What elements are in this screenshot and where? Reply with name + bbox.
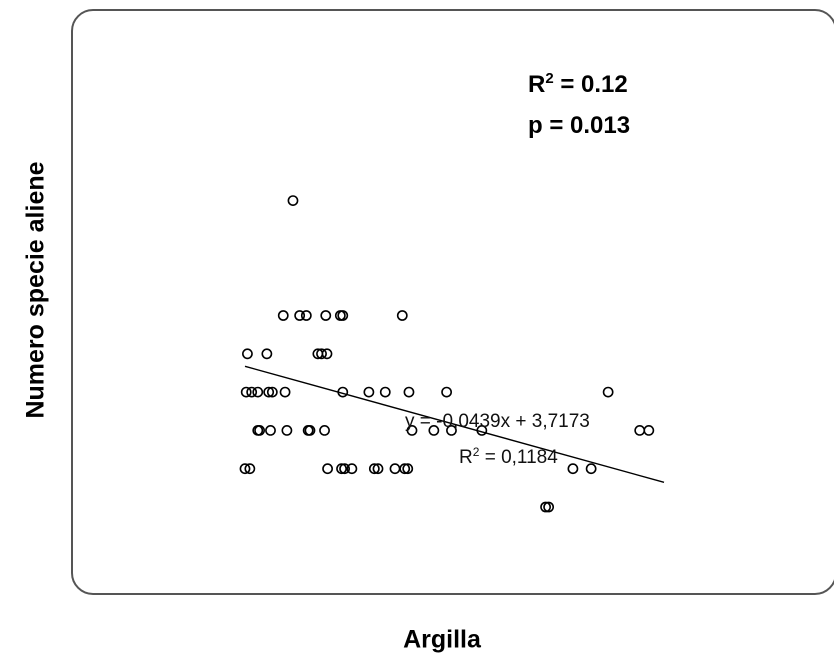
data-point-28 (281, 424, 293, 436)
data-point-8 (242, 348, 253, 360)
data-point-34 (446, 424, 457, 436)
r-squared-symbol: R (528, 71, 546, 98)
trendline-r-symbol: R (459, 447, 473, 468)
data-point-9 (261, 348, 273, 360)
data-point-38 (239, 463, 251, 475)
data-point-3 (300, 310, 312, 321)
data-point-11 (316, 348, 327, 360)
data-point-32 (406, 424, 418, 436)
data-point-46 (389, 463, 401, 475)
data-point-21 (379, 386, 391, 398)
data-point-1 (277, 310, 289, 321)
data-point-52 (543, 501, 555, 513)
data-point-7 (396, 310, 408, 321)
trendline (244, 365, 665, 483)
data-point-2 (294, 310, 306, 321)
data-point-40 (322, 463, 333, 475)
data-point-33 (428, 424, 440, 436)
trendline-equation: y = -0,0439x + 3,7173 (405, 411, 590, 432)
trendline-r-squared: R2 = 0,1184 (459, 445, 558, 469)
data-point-47 (399, 463, 411, 475)
r-squared-exponent: 2 (545, 70, 554, 87)
data-point-24 (602, 386, 614, 398)
p-value-annotation: p = 0.013 (528, 112, 631, 139)
data-point-44 (368, 463, 380, 475)
r-squared-value: = 0.12 (553, 71, 628, 98)
data-point-23 (441, 386, 453, 398)
data-point-13 (252, 386, 264, 398)
trendline-r-exponent: 2 (472, 445, 480, 459)
data-point-18 (279, 386, 291, 398)
data-point-43 (346, 463, 358, 475)
data-point-50 (585, 463, 597, 475)
data-point-12 (321, 348, 333, 360)
trendline-r-value: = 0,1184 (479, 447, 558, 468)
data-point-27 (265, 424, 276, 436)
data-point-37 (643, 424, 655, 436)
data-point-45 (372, 463, 384, 475)
data-point-30 (304, 424, 316, 436)
data-point-42 (339, 463, 350, 475)
data-point-0 (287, 195, 299, 206)
data-point-4 (320, 310, 332, 321)
r-squared-annotation: R2 = 0.12 (528, 70, 628, 99)
data-point-17 (266, 386, 278, 398)
x-axis-label: Argilla (403, 625, 481, 654)
data-point-31 (319, 424, 330, 436)
data-point-20 (363, 386, 375, 398)
y-axis-label: Numero specie aliene (21, 161, 50, 419)
data-point-48 (402, 463, 414, 475)
data-point-14 (240, 386, 252, 398)
data-point-26 (254, 424, 265, 436)
data-point-49 (567, 463, 579, 475)
data-point-39 (244, 463, 256, 475)
data-point-15 (246, 386, 258, 398)
chart-frame (71, 9, 834, 595)
data-point-36 (634, 424, 646, 436)
data-point-6 (337, 310, 349, 321)
data-point-41 (336, 463, 347, 475)
data-point-51 (540, 501, 551, 513)
data-point-22 (403, 386, 415, 398)
data-point-16 (263, 386, 275, 398)
